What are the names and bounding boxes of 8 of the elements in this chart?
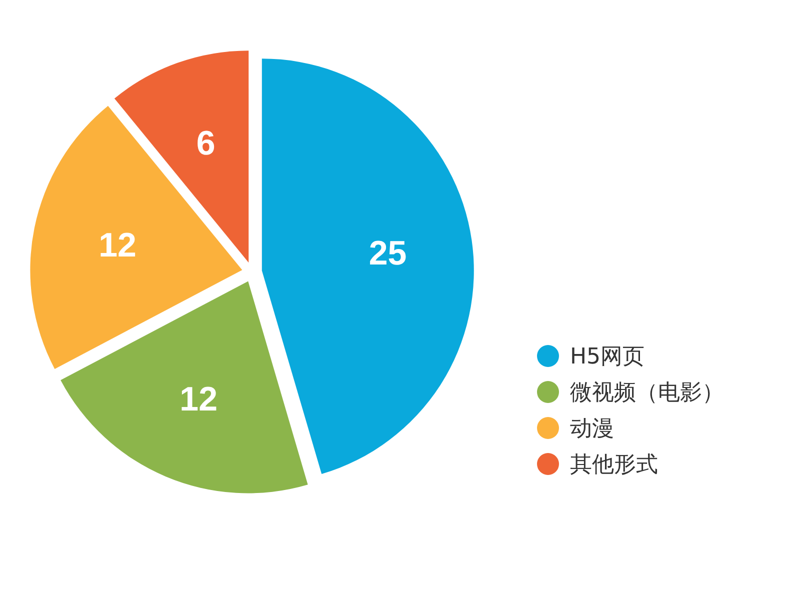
- legend-label: 其他形式: [570, 452, 658, 478]
- legend-label: 动漫: [570, 416, 614, 442]
- data-label: 6: [196, 124, 216, 163]
- legend-label: H5网页: [570, 344, 645, 370]
- data-label: 25: [368, 234, 407, 272]
- legend-label: 微视频（电影）: [570, 380, 724, 406]
- data-label: 12: [98, 226, 136, 265]
- data-label: 12: [180, 380, 218, 418]
